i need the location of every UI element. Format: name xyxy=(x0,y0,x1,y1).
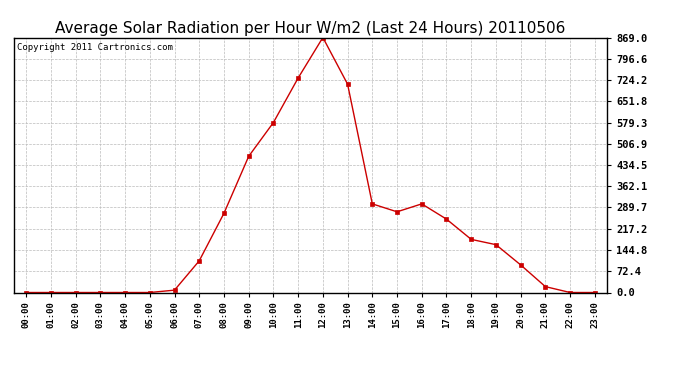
Text: Copyright 2011 Cartronics.com: Copyright 2011 Cartronics.com xyxy=(17,43,172,52)
Title: Average Solar Radiation per Hour W/m2 (Last 24 Hours) 20110506: Average Solar Radiation per Hour W/m2 (L… xyxy=(55,21,566,36)
